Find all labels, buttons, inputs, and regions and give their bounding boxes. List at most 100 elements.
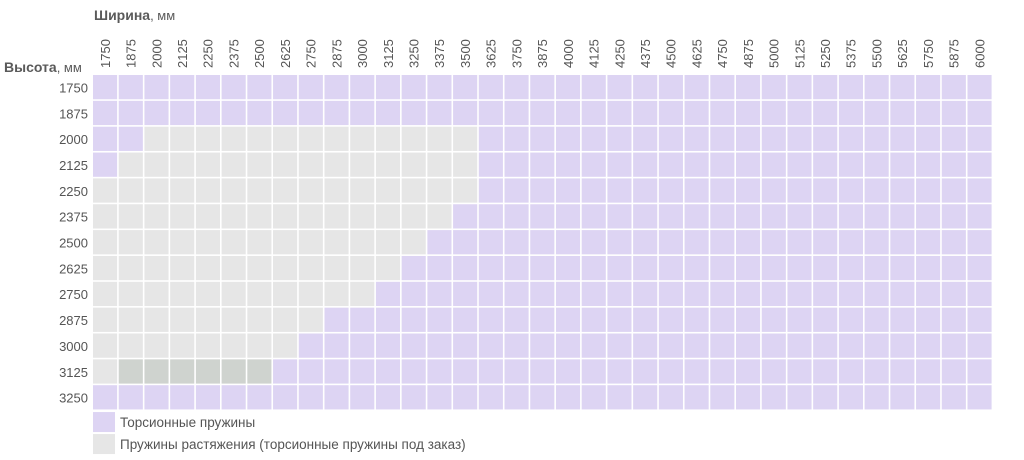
x-tick-label: 2000: [149, 39, 164, 68]
legend: Торсионные пружины Пружины растяжения (то…: [93, 412, 466, 455]
heatmap-cell: [453, 178, 478, 203]
heatmap-cell: [710, 255, 735, 281]
heatmap-cell: [93, 359, 118, 384]
heatmap-cell: [427, 230, 452, 255]
heatmap-cell: [684, 152, 709, 177]
heatmap-cell: [530, 100, 555, 126]
heatmap-cell: [890, 152, 915, 177]
heatmap-cell: [607, 100, 632, 126]
heatmap-cell: [504, 307, 529, 332]
heatmap-cell: [607, 126, 632, 151]
heatmap-cell: [247, 255, 272, 281]
y-tick-label: 2125: [59, 158, 88, 173]
heatmap-cell: [504, 152, 529, 177]
heatmap-cell: [941, 385, 966, 410]
heatmap-cell: [453, 152, 478, 177]
heatmap-cell: [221, 204, 246, 229]
heatmap-cell: [221, 230, 246, 255]
heatmap-cell: [684, 385, 709, 410]
heatmap-cell: [916, 100, 941, 126]
legend-swatch: [93, 412, 115, 433]
heatmap-cell: [427, 307, 452, 332]
heatmap-cell: [504, 100, 529, 126]
heatmap-cell: [633, 255, 658, 281]
heatmap-cell: [787, 230, 812, 255]
heatmap-cell: [401, 100, 426, 126]
heatmap-cell: [195, 204, 220, 229]
heatmap-cell: [787, 281, 812, 307]
heatmap-cell: [221, 359, 246, 384]
heatmap-cell: [555, 230, 581, 255]
heatmap-cell: [658, 100, 683, 126]
x-tick-label: 1875: [124, 39, 139, 68]
heatmap-cell: [273, 333, 298, 358]
heatmap-cell: [273, 204, 298, 229]
heatmap-cell: [967, 359, 992, 384]
y-tick-label: 3000: [59, 339, 88, 354]
heatmap-cell: [375, 333, 401, 358]
heatmap-cell: [890, 385, 915, 410]
heatmap-cell: [967, 126, 992, 151]
legend-label: Пружины растяжения (торсионные пружины п…: [120, 437, 466, 452]
heatmap-cell: [530, 307, 555, 332]
heatmap-cell: [221, 75, 246, 100]
heatmap-cell: [838, 385, 863, 410]
heatmap-cell: [375, 281, 401, 307]
heatmap-cell: [864, 126, 889, 151]
x-tick-label: 2625: [278, 39, 293, 68]
heatmap-cell: [684, 126, 709, 151]
heatmap-cell: [118, 385, 143, 410]
heatmap-cell: [170, 281, 195, 307]
heatmap-cell: [350, 359, 375, 384]
y-tick-label: 3125: [59, 365, 88, 380]
heatmap-cell: [916, 230, 941, 255]
heatmap-cell: [453, 255, 478, 281]
x-tick-label: 3375: [432, 39, 447, 68]
legend-swatch: [93, 434, 115, 455]
heatmap-cell: [453, 333, 478, 358]
heatmap-cell: [684, 204, 709, 229]
heatmap-cell: [401, 75, 426, 100]
y-tick-label: 2500: [59, 236, 88, 251]
heatmap-cell: [273, 359, 298, 384]
heatmap-cell: [607, 307, 632, 332]
heatmap-cell: [555, 307, 581, 332]
heatmap-cell: [453, 75, 478, 100]
heatmap-cell: [813, 152, 838, 177]
heatmap-cell: [555, 385, 581, 410]
heatmap-cell: [787, 126, 812, 151]
heatmap-cell: [273, 230, 298, 255]
heatmap-cell: [633, 281, 658, 307]
heatmap-cell: [478, 359, 503, 384]
heatmap-cell: [710, 152, 735, 177]
heatmap-cell: [478, 281, 503, 307]
heatmap-cell: [530, 255, 555, 281]
heatmap-cell: [813, 255, 838, 281]
heatmap-cell: [298, 204, 323, 229]
heatmap-cell: [581, 204, 606, 229]
heatmap-cell: [221, 178, 246, 203]
heatmap-cell: [118, 359, 143, 384]
heatmap-cell: [581, 152, 606, 177]
heatmap-cell: [864, 385, 889, 410]
heatmap-cell: [967, 281, 992, 307]
heatmap-cell: [736, 333, 761, 358]
heatmap-cell: [710, 204, 735, 229]
heatmap-cell: [581, 255, 606, 281]
heatmap-cell: [633, 307, 658, 332]
heatmap-cell: [478, 333, 503, 358]
heatmap-cell: [350, 307, 375, 332]
x-tick-label: 3750: [509, 39, 524, 68]
x-tick-label: 5125: [792, 39, 807, 68]
heatmap-cell: [427, 152, 452, 177]
heatmap-cell: [170, 152, 195, 177]
heatmap-cell: [761, 255, 786, 281]
heatmap-cell: [555, 126, 581, 151]
heatmap-cell: [247, 333, 272, 358]
heatmap-cell: [761, 126, 786, 151]
heatmap-cell: [710, 385, 735, 410]
heatmap-cell: [916, 307, 941, 332]
heatmap-cell: [890, 178, 915, 203]
heatmap-cell: [247, 230, 272, 255]
heatmap-cell: [144, 255, 169, 281]
